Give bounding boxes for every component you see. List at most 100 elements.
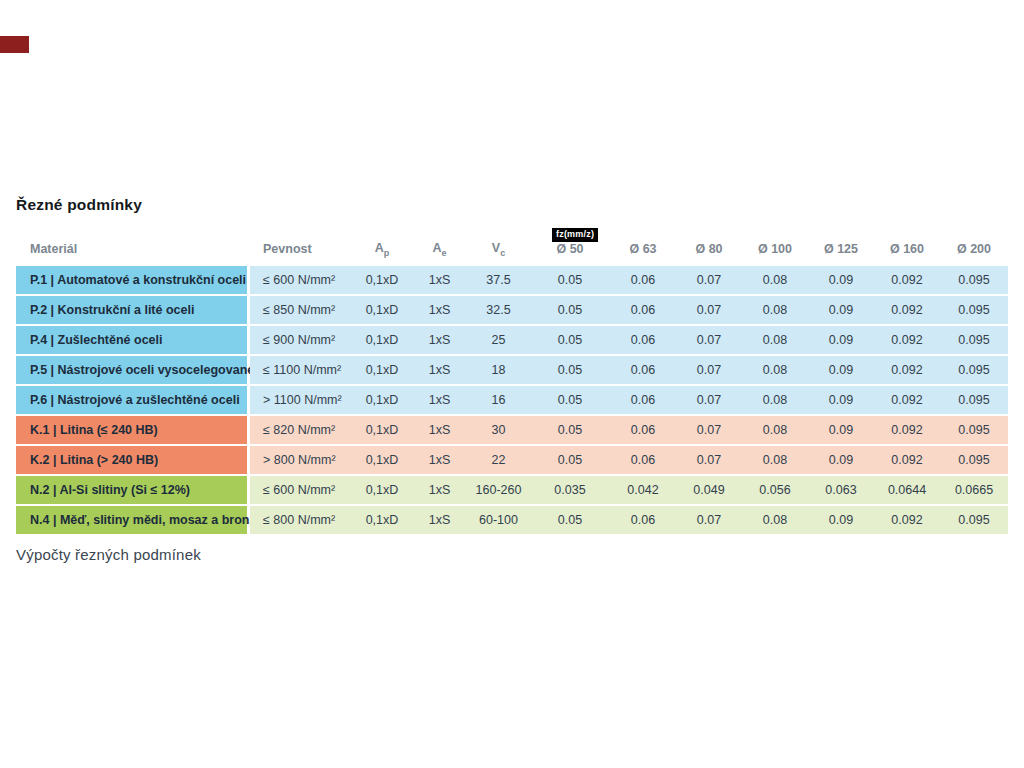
value-cells: ≤ 1100 N/mm²0,1xD1xS180.050.060.070.080.… [250,356,1008,384]
cell-ae: 1xS [412,453,467,467]
cell-ae: 1xS [412,393,467,407]
cell-d160: 0.092 [874,333,940,347]
cell-d63: 0.06 [610,453,676,467]
header-cells: Pevnost Ap Ae Vc Ø 50 Ø 63 Ø 80 Ø 100 Ø … [250,241,1008,258]
material-cell: K.1 | Litina (≤ 240 HB) [16,416,247,444]
col-header-ap-main: A [375,241,384,255]
cell-d50: 0.05 [530,393,610,407]
cell-d160: 0.092 [874,273,940,287]
cell-d50: 0.05 [530,453,610,467]
cell-d125: 0.09 [808,273,874,287]
table-row: N.2 | Al-Si slitiny (Si ≤ 12%)≤ 600 N/mm… [16,476,1008,504]
table-row: P.2 | Konstrukční a lité oceli≤ 850 N/mm… [16,296,1008,324]
value-cells: ≤ 800 N/mm²0,1xD1xS60-1000.050.060.070.0… [250,506,1008,534]
cell-vc: 16 [467,393,530,407]
cell-d125: 0.09 [808,303,874,317]
cell-d63: 0.06 [610,513,676,527]
col-header-d200: Ø 200 [940,242,1008,256]
cell-d100: 0.08 [742,453,808,467]
cell-d50: 0.05 [530,333,610,347]
cell-ap: 0,1xD [352,333,412,347]
page-title: Řezné podmínky [16,196,142,214]
cell-d100: 0.08 [742,303,808,317]
cell-vc: 30 [467,423,530,437]
cell-d80: 0.07 [676,303,742,317]
material-cell: P.4 | Zušlechtěné oceli [16,326,247,354]
cell-d50: 0.05 [530,363,610,377]
table-header-row: Materiál Pevnost Ap Ae Vc Ø 50 Ø 63 Ø 80… [16,240,1008,258]
cell-d200: 0.095 [940,393,1008,407]
cell-d100: 0.08 [742,333,808,347]
cell-d160: 0.092 [874,453,940,467]
cell-ap: 0,1xD [352,363,412,377]
cell-ap: 0,1xD [352,273,412,287]
col-header-vc: Vc [467,241,530,258]
material-cell: N.4 | Měď, slitiny mědi, mosaz a bronz [16,506,247,534]
cell-pevnost: ≤ 600 N/mm² [250,273,352,287]
value-cells: > 1100 N/mm²0,1xD1xS160.050.060.070.080.… [250,386,1008,414]
page: Řezné podmínky fz(mm/z) Materiál Pevnost… [0,0,1024,768]
cell-d160: 0.092 [874,363,940,377]
cell-d100: 0.08 [742,273,808,287]
cell-d200: 0.095 [940,303,1008,317]
cell-pevnost: ≤ 600 N/mm² [250,483,352,497]
cell-pevnost: ≤ 900 N/mm² [250,333,352,347]
cell-vc: 18 [467,363,530,377]
cell-ae: 1xS [412,333,467,347]
col-header-vc-main: V [492,241,500,255]
cell-ap: 0,1xD [352,423,412,437]
col-header-d100: Ø 100 [742,242,808,256]
cell-vc: 60-100 [467,513,530,527]
cell-ap: 0,1xD [352,483,412,497]
col-header-ae-sub: e [442,247,447,257]
cell-ae: 1xS [412,423,467,437]
table-row: N.4 | Měď, slitiny mědi, mosaz a bronz≤ … [16,506,1008,534]
value-cells: ≤ 850 N/mm²0,1xD1xS32.50.050.060.070.080… [250,296,1008,324]
cell-pevnost: ≤ 850 N/mm² [250,303,352,317]
cell-d80: 0.07 [676,273,742,287]
table-row: P.4 | Zušlechtěné oceli≤ 900 N/mm²0,1xD1… [16,326,1008,354]
col-header-d125: Ø 125 [808,242,874,256]
table-row: P.6 | Nástrojové a zušlechtěné oceli> 11… [16,386,1008,414]
cell-d80: 0.049 [676,483,742,497]
cell-d80: 0.07 [676,513,742,527]
col-header-ae-main: A [432,241,441,255]
cell-d100: 0.08 [742,363,808,377]
cell-d125: 0.09 [808,513,874,527]
cell-d200: 0.0665 [940,483,1008,497]
cell-d200: 0.095 [940,453,1008,467]
cell-d80: 0.07 [676,363,742,377]
cell-d50: 0.05 [530,423,610,437]
cell-d100: 0.08 [742,513,808,527]
cell-pevnost: ≤ 820 N/mm² [250,423,352,437]
material-cell: N.2 | Al-Si slitiny (Si ≤ 12%) [16,476,247,504]
cell-d100: 0.08 [742,423,808,437]
value-cells: > 800 N/mm²0,1xD1xS220.050.060.070.080.0… [250,446,1008,474]
col-header-vc-sub: c [500,247,505,257]
cell-pevnost: > 800 N/mm² [250,453,352,467]
cell-d63: 0.06 [610,363,676,377]
cell-d80: 0.07 [676,423,742,437]
cell-ae: 1xS [412,303,467,317]
cell-vc: 37.5 [467,273,530,287]
cell-vc: 22 [467,453,530,467]
cell-d200: 0.095 [940,363,1008,377]
cell-d63: 0.06 [610,273,676,287]
top-left-marker [0,36,29,53]
table-row: P.5 | Nástrojové oceli vysocelegované≤ 1… [16,356,1008,384]
cell-pevnost: > 1100 N/mm² [250,393,352,407]
col-header-material: Materiál [16,242,247,256]
table-row: P.1 | Automatové a konstrukční oceli≤ 60… [16,266,1008,294]
cell-d160: 0.092 [874,303,940,317]
col-header-ae: Ae [412,241,467,258]
table-row: K.2 | Litina (> 240 HB)> 800 N/mm²0,1xD1… [16,446,1008,474]
cell-d100: 0.08 [742,393,808,407]
cell-ae: 1xS [412,483,467,497]
cell-d63: 0.042 [610,483,676,497]
cell-d50: 0.035 [530,483,610,497]
cell-d80: 0.07 [676,453,742,467]
cell-d50: 0.05 [530,273,610,287]
cell-d100: 0.056 [742,483,808,497]
col-header-d50: Ø 50 [530,242,610,256]
cell-pevnost: ≤ 800 N/mm² [250,513,352,527]
